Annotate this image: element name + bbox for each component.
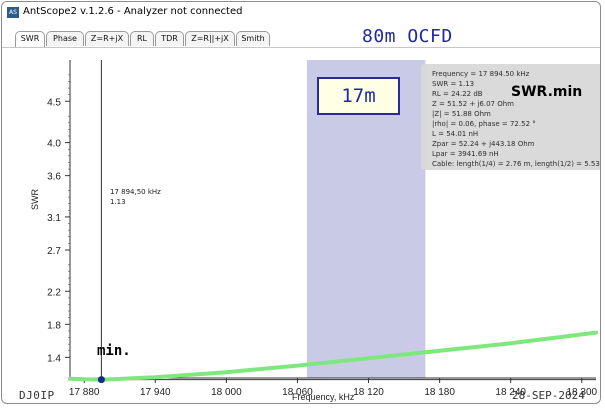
x-tick-label-6: 18 240 xyxy=(495,387,526,398)
x-tick-label-1: 17 940 xyxy=(140,387,171,398)
info-line-rl: RL = 24.22 dB xyxy=(432,90,483,98)
y-tick-label-2: 2.2 xyxy=(47,287,61,298)
tab-z-rjx[interactable]: Z=R+jX xyxy=(85,31,129,46)
window-title: AntScope2 v.1.2.6 - Analyzer not connect… xyxy=(23,6,243,17)
banner-title: 80m OCFD xyxy=(362,26,453,47)
tab-swr[interactable]: SWR xyxy=(15,31,45,47)
info-line-swr: SWR = 1.13 xyxy=(432,80,475,88)
antscope-app-icon: AS xyxy=(7,7,19,18)
callsign-label: DJ0IP xyxy=(19,389,55,402)
tab-tdr[interactable]: TDR xyxy=(155,31,184,46)
tab-rl[interactable]: RL xyxy=(130,31,154,46)
graph-tab-bar: SWR Phase Z=R+jX RL TDR Z=R||+jX Smith xyxy=(2,29,600,48)
x-tick-label-3: 18 060 xyxy=(282,387,313,398)
marker-swr: 1.13 xyxy=(110,198,126,206)
info-line-lpar: Lpar = 3941.69 nH xyxy=(432,150,499,158)
x-tick-label-4: 18 120 xyxy=(353,387,384,398)
x-tick-label-0: 17 880 xyxy=(69,387,100,398)
y-tick-label-0: 1.4 xyxy=(47,353,61,364)
y-tick-label-7: 4.5 xyxy=(47,97,61,108)
marker-dot xyxy=(97,376,105,384)
info-line-zpar: Zpar = 52.24 + j443.18 Ohm xyxy=(432,140,535,148)
marker-frequency: 17 894,50 kHz xyxy=(110,188,161,196)
app-window: AS AntScope2 v.1.2.6 - Analyzer not conn… xyxy=(1,1,601,404)
measurement-info-box: Frequency = 17 894.50 kHz SWR = 1.13 RL … xyxy=(421,64,601,170)
swr-min-annotation: SWR.min xyxy=(511,84,583,100)
y-tick-label-4: 3.1 xyxy=(47,213,61,224)
info-line-abs-z: |Z| = 51.88 Ohm xyxy=(432,110,491,118)
title-bar: AS AntScope2 v.1.2.6 - Analyzer not conn… xyxy=(2,2,600,24)
swr-curve-0 xyxy=(68,330,598,382)
x-axis-title: Frequency, kHz xyxy=(292,392,355,402)
tab-phase[interactable]: Phase xyxy=(46,31,84,46)
band-label-box: 17m xyxy=(317,77,400,115)
info-line-frequency: Frequency = 17 894.50 kHz xyxy=(432,70,530,78)
date-label: 28-SEP-2024 xyxy=(512,389,585,402)
y-tick-label-5: 3.6 xyxy=(47,172,61,183)
y-tick-label-1: 1.8 xyxy=(47,320,61,331)
y-axis-title: SWR xyxy=(30,189,40,210)
info-line-l: L = 54.01 nH xyxy=(432,130,479,138)
info-line-cable: Cable: length(1/4) = 2.76 m, length(1/2)… xyxy=(432,160,601,168)
min-annotation: min. xyxy=(97,343,131,359)
x-tick-label-7: 18 300 xyxy=(566,387,597,398)
y-tick-label-3: 2.7 xyxy=(47,246,61,257)
info-line-rho: |rho| = 0.06, phase = 72.52 ° xyxy=(432,120,536,128)
info-line-z: Z = 51.52 + j6.07 Ohm xyxy=(432,100,514,108)
tab-smith[interactable]: Smith xyxy=(236,31,270,46)
y-tick-label-6: 4.0 xyxy=(47,139,61,150)
x-tick-label-5: 18 180 xyxy=(424,387,455,398)
tab-z-parallel[interactable]: Z=R||+jX xyxy=(185,31,235,46)
x-tick-label-2: 18 000 xyxy=(211,387,242,398)
marker-readout: 17 894,50 kHz 1.13 xyxy=(110,187,161,207)
